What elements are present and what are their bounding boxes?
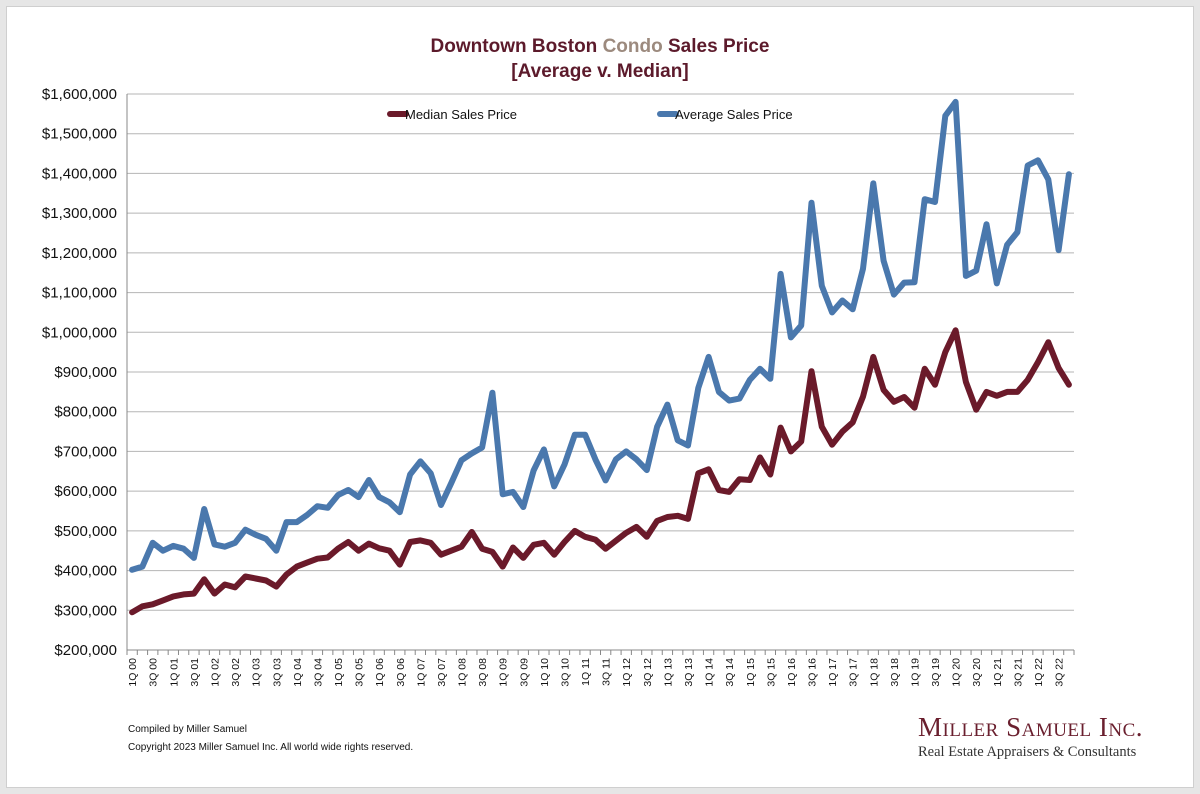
- x-tick-label: 3Q 01: [189, 658, 201, 687]
- x-tick-label: 3Q 17: [848, 658, 860, 687]
- y-tick-label: $1,200,000: [42, 245, 117, 262]
- y-tick-label: $1,100,000: [42, 285, 117, 302]
- chart-title-accent: Condo: [602, 36, 663, 57]
- x-tick-label: 1Q 01: [168, 658, 180, 687]
- x-tick-label: 3Q 12: [642, 658, 654, 687]
- x-tick-label: 3Q 20: [971, 658, 983, 687]
- x-tick-label: 1Q 13: [662, 658, 674, 687]
- x-tick-label: 1Q 21: [992, 658, 1004, 687]
- y-tick-label: $200,000: [54, 642, 117, 659]
- y-tick-label: $1,400,000: [42, 165, 117, 182]
- compiled-note: Compiled by Miller Samuel: [128, 724, 247, 735]
- copyright-note: Copyright 2023 Miller Samuel Inc. All wo…: [128, 742, 414, 753]
- x-tick-label: 3Q 16: [807, 658, 819, 687]
- x-tick-label: 1Q 12: [621, 658, 633, 687]
- x-tick-label: 1Q 22: [1033, 658, 1045, 687]
- y-tick-label: $900,000: [54, 364, 117, 381]
- y-tick-label: $1,000,000: [42, 324, 117, 341]
- y-tick-label: $300,000: [54, 602, 117, 619]
- x-tick-label: 1Q 16: [786, 658, 798, 687]
- x-tick-label: 1Q 10: [539, 658, 551, 687]
- x-tick-label: 3Q 13: [683, 658, 695, 687]
- x-tick-label: 3Q 18: [889, 658, 901, 687]
- x-tick-label: 3Q 15: [765, 658, 777, 687]
- y-tick-label: $800,000: [54, 404, 117, 421]
- x-tick-label: 1Q 18: [868, 658, 880, 687]
- x-tick-label: 1Q 14: [704, 658, 716, 687]
- x-tick-label: 3Q 14: [724, 658, 736, 687]
- x-tick-label: 1Q 17: [827, 658, 839, 687]
- x-tick-label: 3Q 09: [518, 658, 530, 687]
- y-tick-label: $1,600,000: [42, 86, 117, 103]
- x-tick-label: 1Q 11: [580, 658, 592, 686]
- x-tick-label: 3Q 21: [1012, 658, 1024, 687]
- y-tick-label: $600,000: [54, 483, 117, 500]
- company-logo-tagline: Real Estate Appraisers & Consultants: [918, 744, 1137, 760]
- x-tick-label: 1Q 19: [909, 658, 921, 687]
- x-tick-label: 1Q 08: [457, 658, 469, 687]
- company-logo-name: Miller Samuel Inc.: [918, 712, 1144, 742]
- y-tick-label: $400,000: [54, 563, 117, 580]
- x-tick-label: 3Q 03: [271, 658, 283, 687]
- x-tick-label: 3Q 07: [436, 658, 448, 687]
- legend-label: Average Sales Price: [675, 107, 793, 122]
- y-tick-label: $1,500,000: [42, 126, 117, 143]
- x-tick-label: 3Q 00: [148, 658, 160, 687]
- y-tick-label: $700,000: [54, 443, 117, 460]
- series-line-median: [129, 327, 1072, 616]
- x-tick-label: 3Q 10: [559, 658, 571, 687]
- x-tick-label: 3Q 19: [930, 658, 942, 687]
- x-tick-label: 1Q 05: [333, 658, 345, 687]
- chart-title-part3: Sales Price: [662, 36, 770, 57]
- x-tick-label: 1Q 06: [374, 658, 386, 687]
- x-tick-label: 1Q 03: [251, 658, 263, 687]
- x-tick-label: 1Q 20: [951, 658, 963, 687]
- y-tick-label: $500,000: [54, 523, 117, 540]
- x-tick-label: 3Q 05: [354, 658, 366, 687]
- x-tick-label: 1Q 15: [745, 658, 757, 687]
- legend-label: Median Sales Price: [405, 107, 517, 122]
- x-tick-label: 3Q 11: [601, 658, 613, 686]
- x-tick-label: 3Q 22: [1054, 658, 1066, 687]
- x-tick-label: 3Q 08: [477, 658, 489, 687]
- y-tick-label: $1,300,000: [42, 205, 117, 222]
- x-tick-label: 3Q 02: [230, 658, 242, 687]
- x-tick-label: 1Q 07: [415, 658, 427, 687]
- x-tick-label: 3Q 04: [312, 658, 324, 687]
- x-tick-label: 1Q 04: [292, 658, 304, 687]
- series-line-average: [129, 98, 1072, 573]
- chart-title: Downtown Boston Condo Sales Price: [0, 36, 1200, 58]
- chart-subtitle: [Average v. Median]: [511, 61, 689, 82]
- x-tick-label: 1Q 02: [209, 658, 221, 687]
- x-tick-label: 1Q 09: [498, 658, 510, 687]
- x-tick-label: 1Q 00: [127, 658, 139, 687]
- x-tick-label: 3Q 06: [395, 658, 407, 687]
- chart-title-part1: Downtown Boston: [430, 36, 603, 57]
